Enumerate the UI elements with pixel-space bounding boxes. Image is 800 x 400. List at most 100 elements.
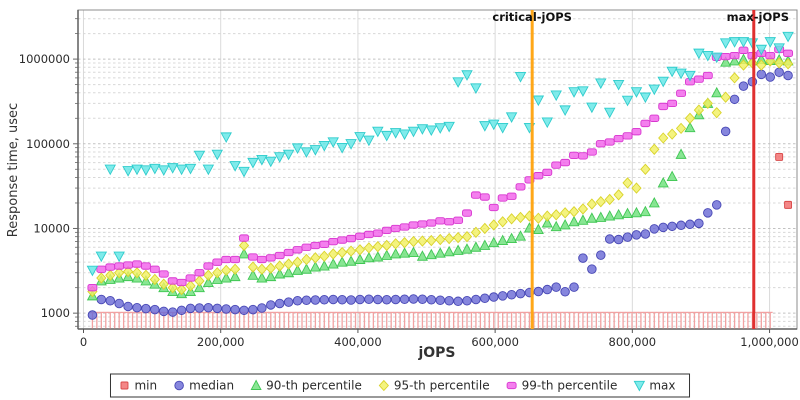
data-point-marker: [355, 294, 365, 305]
data-point-marker: [336, 143, 348, 154]
data-point-marker: [327, 258, 339, 269]
data-point-marker: [693, 104, 704, 116]
data-point-marker: [292, 256, 303, 268]
data-point-marker: [782, 58, 794, 70]
data-point-marker: [657, 76, 669, 88]
data-point-marker: [372, 126, 384, 138]
data-point-marker: [355, 232, 365, 240]
data-point-marker: [212, 267, 223, 279]
data-point-marker: [140, 269, 152, 281]
data-point-marker: [515, 211, 526, 224]
data-point-marker: [354, 253, 366, 264]
data-point-marker: [141, 303, 151, 314]
data-point-marker: [265, 262, 276, 274]
data-point-marker: [291, 264, 304, 275]
data-point-marker: [300, 263, 313, 274]
data-point-marker: [265, 254, 276, 262]
data-point-marker: [184, 163, 197, 175]
data-point-marker: [378, 379, 389, 392]
data-point-marker: [613, 208, 625, 220]
data-point-marker: [113, 251, 125, 263]
data-point-marker: [426, 219, 437, 227]
data-point-marker: [122, 166, 134, 177]
data-point-marker: [515, 288, 526, 299]
data-point-marker: [729, 94, 740, 105]
data-point-marker: [728, 37, 741, 48]
data-point-marker: [782, 31, 794, 43]
data-point-marker: [248, 304, 258, 315]
x-tick-label: 200,000: [197, 335, 245, 349]
data-point-marker: [532, 223, 544, 235]
x-tick-label: 1,000,000: [740, 335, 799, 349]
data-point-marker: [541, 117, 554, 129]
data-point-marker: [784, 200, 793, 209]
data-point-marker: [257, 303, 267, 313]
data-point-marker: [738, 81, 749, 91]
data-point-marker: [202, 164, 215, 176]
data-point-marker: [452, 77, 464, 88]
data-point-marker: [711, 200, 722, 210]
data-point-marker: [514, 230, 527, 241]
legend-label: 99-th percentile: [522, 379, 618, 393]
data-point-marker: [399, 247, 411, 258]
data-point-marker: [658, 132, 669, 144]
data-point-marker: [363, 135, 375, 147]
data-point-marker: [185, 303, 196, 314]
data-point-marker: [506, 232, 518, 244]
data-point-marker: [532, 95, 545, 107]
legend-item-median: median: [174, 379, 234, 393]
data-point-marker: [425, 125, 438, 137]
data-point-marker: [105, 263, 116, 271]
data-point-marker: [560, 207, 571, 219]
data-point-marker: [256, 272, 268, 283]
data-point-marker: [417, 294, 428, 304]
x-tick-label: 0: [80, 335, 87, 349]
data-point-marker: [230, 263, 241, 275]
data-point-marker: [256, 263, 267, 275]
data-point-marker: [328, 294, 338, 305]
data-point-marker: [470, 191, 481, 199]
data-point-marker: [462, 296, 472, 306]
data-point-marker: [87, 284, 98, 292]
data-point-marker: [452, 244, 464, 255]
data-point-marker: [461, 231, 473, 243]
data-point-marker: [372, 240, 383, 253]
data-point-marker: [381, 239, 392, 252]
data-point-marker: [711, 107, 722, 119]
data-point-marker: [693, 48, 705, 60]
y-tick-label: 1000: [41, 306, 70, 320]
data-point-marker: [756, 59, 767, 71]
data-point-marker: [783, 49, 794, 57]
data-point-marker: [140, 165, 152, 176]
data-point-marker: [577, 214, 589, 225]
data-point-marker: [471, 294, 481, 305]
data-point-marker: [640, 119, 651, 128]
x-tick-label: 800,000: [609, 335, 657, 349]
data-point-marker: [515, 183, 526, 191]
data-point-marker: [202, 276, 214, 287]
data-point-marker: [630, 87, 643, 98]
data-point-marker: [568, 87, 580, 98]
data-point-marker: [633, 380, 646, 392]
data-point-marker: [631, 128, 642, 136]
data-point-marker: [737, 37, 750, 48]
data-point-marker: [390, 238, 401, 250]
data-point-marker: [479, 121, 491, 132]
data-point-marker: [551, 282, 561, 292]
data-point-marker: [667, 221, 677, 232]
legend-box: [109, 373, 691, 398]
data-point-marker: [132, 260, 142, 268]
data-point-marker: [595, 211, 607, 222]
data-point-marker: [131, 164, 143, 176]
data-point-marker: [604, 234, 615, 244]
data-point-marker: [250, 379, 262, 390]
legend: min median 90-th percentile 95-th percentil…: [109, 373, 691, 398]
data-point-marker: [221, 264, 232, 277]
data-point-marker: [765, 72, 775, 82]
critical-jOPS-label: critical-jOPS: [492, 10, 572, 24]
data-point-marker: [497, 216, 508, 228]
data-point-marker: [310, 241, 321, 250]
data-point-marker: [292, 246, 303, 254]
data-point-marker: [114, 267, 125, 279]
data-point-marker: [684, 121, 696, 133]
